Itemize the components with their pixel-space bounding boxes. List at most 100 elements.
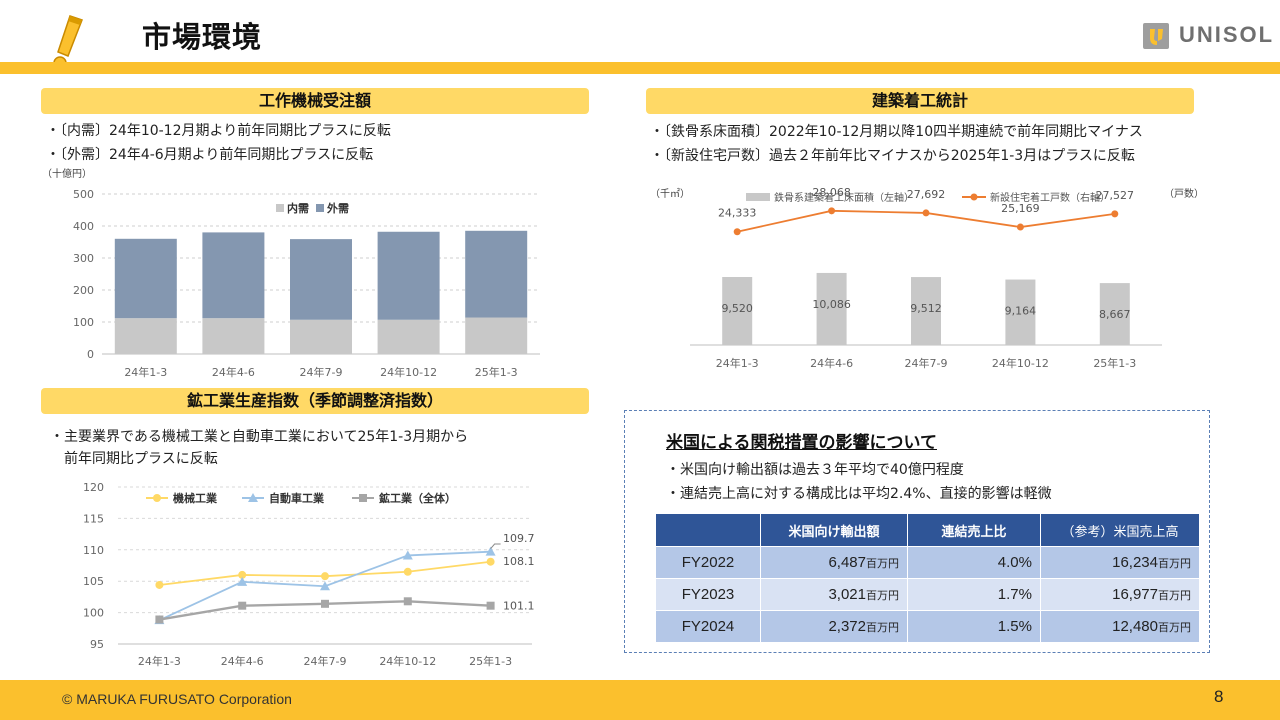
line-point bbox=[238, 601, 247, 610]
bar-data-label: 9,520 bbox=[721, 302, 753, 315]
header-accent-bar bbox=[0, 62, 1280, 74]
ratio-cell: 4.0% bbox=[907, 546, 1041, 579]
legend-label: 新設住宅着工戸数（右軸） bbox=[990, 191, 1110, 204]
line-point bbox=[320, 581, 330, 591]
bar-floor-area bbox=[911, 277, 941, 345]
construction-bullet-2: ・〔新設住宅戸数〕過去２年前年比マイナスから2025年1-3月はプラスに反転 bbox=[650, 148, 1135, 164]
us-sales-value: 12,480 bbox=[1112, 618, 1158, 635]
line-data-label: 25,169 bbox=[1001, 202, 1040, 215]
line-point bbox=[238, 570, 247, 579]
line-point bbox=[486, 557, 495, 566]
x-tick-label: 24年4-6 bbox=[810, 356, 853, 370]
bar-domestic bbox=[114, 318, 177, 354]
x-tick-label: 24年7-9 bbox=[300, 365, 343, 379]
page-number: 8 bbox=[1214, 687, 1224, 706]
year-cell: FY2022 bbox=[655, 546, 761, 579]
line-point bbox=[733, 228, 741, 236]
bar-data-label: 10,086 bbox=[812, 298, 851, 311]
bar-floor-area bbox=[1005, 279, 1036, 345]
legend-swatch bbox=[276, 204, 284, 212]
y-tick-label: 200 bbox=[73, 284, 94, 297]
x-tick-label: 24年10-12 bbox=[379, 654, 436, 668]
year-cell: FY2023 bbox=[655, 578, 761, 611]
line-point bbox=[922, 209, 930, 217]
y-tick-label: 110 bbox=[83, 544, 104, 557]
bar-domestic bbox=[377, 319, 440, 354]
bar-floor-area bbox=[816, 272, 847, 345]
bar-foreign bbox=[465, 230, 528, 318]
mining-header: 鉱工業生産指数（季節調整済指数） bbox=[41, 388, 589, 414]
unit-label: 百万円 bbox=[1158, 558, 1191, 570]
y-tick-label: 500 bbox=[73, 188, 94, 201]
line-point bbox=[402, 550, 413, 560]
legend-label: 鉱工業（全体） bbox=[379, 491, 456, 505]
x-tick-label: 24年1-3 bbox=[716, 356, 759, 370]
line-point bbox=[403, 567, 412, 576]
unit-label: 百万円 bbox=[1158, 622, 1191, 634]
copyright: © MARUKA FURUSATO Corporation bbox=[62, 691, 292, 707]
legend-label: 鉄骨系建築着工床面積（左軸） bbox=[774, 191, 914, 204]
y-tick-label: 105 bbox=[83, 575, 104, 588]
y-tick-label: 95 bbox=[90, 638, 104, 651]
line-point bbox=[1016, 223, 1024, 231]
line-point bbox=[321, 572, 329, 581]
x-tick-label: 25年1-3 bbox=[475, 365, 518, 379]
column-header: 米国向け輸出額 bbox=[760, 513, 908, 547]
y-tick-label: 0 bbox=[87, 348, 94, 361]
bar-foreign bbox=[377, 231, 440, 320]
x-tick-label: 24年4-6 bbox=[212, 365, 255, 379]
end-label-machinery: 108.1 bbox=[503, 555, 535, 568]
legend-label: 自動車工業 bbox=[269, 491, 325, 505]
us-sales-cell: 16,234百万円 bbox=[1040, 546, 1200, 579]
table-row: FY2023 3,021百万円 1.7% 16,977百万円 bbox=[655, 578, 1200, 611]
right-axis-unit: （戸数） bbox=[1164, 187, 1204, 200]
x-tick-label: 24年7-9 bbox=[905, 356, 948, 370]
construction-bullet-1: ・〔鉄骨系床面積〕2022年10-12月期以降10四半期連続で前年同期比マイナス bbox=[650, 124, 1143, 140]
x-tick-label: 24年10-12 bbox=[380, 365, 437, 379]
column-header: （参考）米国売上高 bbox=[1040, 513, 1200, 547]
bar-floor-area bbox=[1099, 283, 1130, 345]
line-point bbox=[485, 546, 496, 556]
export-value: 2,372 bbox=[828, 618, 866, 635]
us-sales-cell: 12,480百万円 bbox=[1040, 610, 1200, 643]
us-sales-value: 16,234 bbox=[1112, 554, 1158, 571]
y-tick-label: 400 bbox=[73, 220, 94, 233]
column-header bbox=[655, 513, 761, 547]
x-tick-label: 25年1-3 bbox=[469, 654, 512, 668]
legend-marker bbox=[153, 494, 161, 502]
machine-orders-header: 工作機械受注額 bbox=[41, 88, 589, 114]
bar-domestic bbox=[202, 318, 265, 354]
y-axis-unit: （十億円） bbox=[42, 167, 92, 180]
y-tick-label: 300 bbox=[73, 252, 94, 265]
construction-header: 建築着工統計 bbox=[646, 88, 1194, 114]
mining-index-chart: 95 100 105 110 115 120 24年1-3 24年4-6 24年7-9 24年10… bbox=[83, 481, 535, 668]
legend-marker bbox=[248, 493, 258, 502]
leader-line bbox=[490, 543, 501, 550]
left-axis-unit: （千㎡） bbox=[650, 188, 690, 200]
y-tick-label: 120 bbox=[83, 481, 104, 494]
legend-swatch bbox=[746, 193, 770, 201]
legend-label: 内需 bbox=[287, 201, 309, 215]
x-tick-label: 24年10-12 bbox=[992, 356, 1049, 370]
legend-label: 外需 bbox=[326, 201, 349, 215]
bar-data-label: 9,164 bbox=[1005, 305, 1037, 318]
line-point bbox=[237, 576, 248, 586]
bar-foreign bbox=[114, 238, 177, 319]
line-point bbox=[828, 207, 836, 215]
bar-foreign bbox=[290, 239, 352, 320]
tariff-bullet-1: ・米国向け輸出額は過去３年平均で40億円程度 bbox=[666, 462, 964, 478]
construction-chart: （千㎡） （戸数） 鉄骨系建築着工床面積（左軸） 新設住宅着工戸数（右軸） 9,520 2… bbox=[650, 186, 1204, 370]
tariff-bullet-2: ・連結売上高に対する構成比は平均2.4%、直接的影響は軽微 bbox=[666, 486, 1052, 502]
line-point bbox=[1111, 210, 1119, 218]
line-data-label: 27,692 bbox=[907, 188, 946, 201]
unisol-logo-icon bbox=[1143, 23, 1169, 49]
year-cell: FY2024 bbox=[655, 610, 761, 643]
end-label-automotive: 109.7 bbox=[503, 532, 535, 545]
unit-label: 百万円 bbox=[866, 622, 899, 634]
y-tick-label: 100 bbox=[73, 316, 94, 329]
machine-bullet-1: ・〔内需〕24年10-12月期より前年同期比プラスに反転 bbox=[46, 123, 391, 139]
x-tick-label: 24年7-9 bbox=[304, 654, 347, 668]
legend-swatch bbox=[316, 204, 324, 212]
legend-marker bbox=[970, 193, 978, 201]
bar-data-label: 8,667 bbox=[1099, 308, 1131, 321]
